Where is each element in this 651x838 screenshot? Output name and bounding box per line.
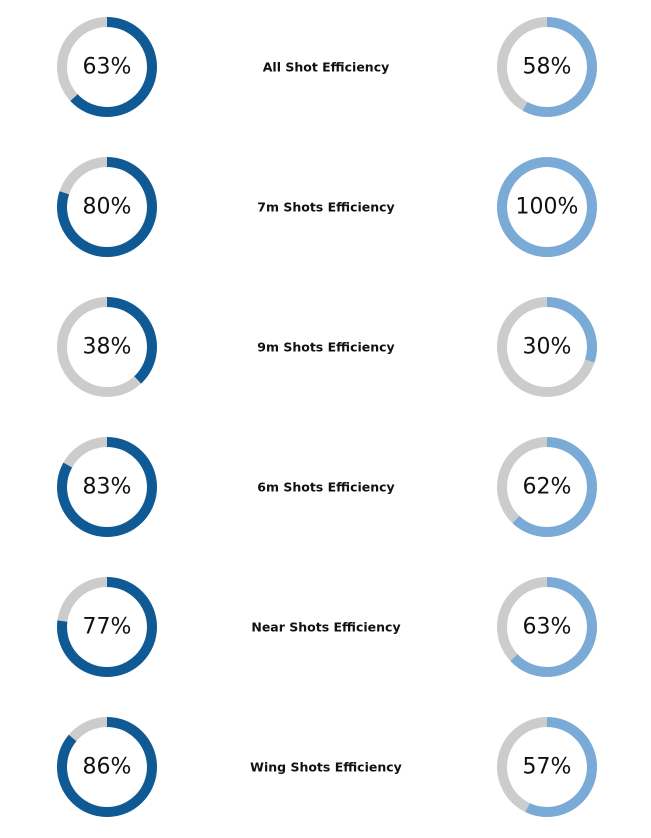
donut-label: 80% — [83, 195, 132, 220]
donut-label: 83% — [83, 475, 132, 500]
donut-label: 63% — [523, 615, 572, 640]
donut-arc — [57, 297, 157, 397]
donut-arc — [497, 297, 597, 397]
donut-label: 77% — [83, 615, 132, 640]
donut-arc — [497, 17, 597, 117]
row-title: 6m Shots Efficiency — [257, 480, 394, 495]
donut-label: 57% — [523, 755, 572, 780]
donut-label: 86% — [83, 755, 132, 780]
donut-label: 100% — [516, 195, 579, 220]
row-title: 9m Shots Efficiency — [257, 340, 394, 355]
donut-arc — [57, 17, 157, 117]
donut-arc — [497, 437, 597, 537]
donut-label: 58% — [523, 55, 572, 80]
row-title: 7m Shots Efficiency — [257, 200, 394, 215]
donut-arc — [57, 717, 157, 817]
donut-label: 62% — [523, 475, 572, 500]
donut-arc — [57, 157, 157, 257]
donut-label: 63% — [83, 55, 132, 80]
donut-label: 30% — [523, 335, 572, 360]
donut-arc — [57, 437, 157, 537]
donut-arc — [497, 157, 597, 257]
row-title: All Shot Efficiency — [263, 60, 390, 75]
row-title: Wing Shots Efficiency — [250, 760, 402, 775]
row-title: Near Shots Efficiency — [251, 620, 400, 635]
donut-label: 38% — [83, 335, 132, 360]
donut-arc — [497, 577, 597, 677]
donut-arc — [497, 717, 597, 817]
donut-arc — [57, 577, 157, 677]
